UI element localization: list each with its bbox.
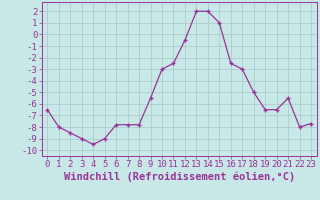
X-axis label: Windchill (Refroidissement éolien,°C): Windchill (Refroidissement éolien,°C)	[64, 172, 295, 182]
